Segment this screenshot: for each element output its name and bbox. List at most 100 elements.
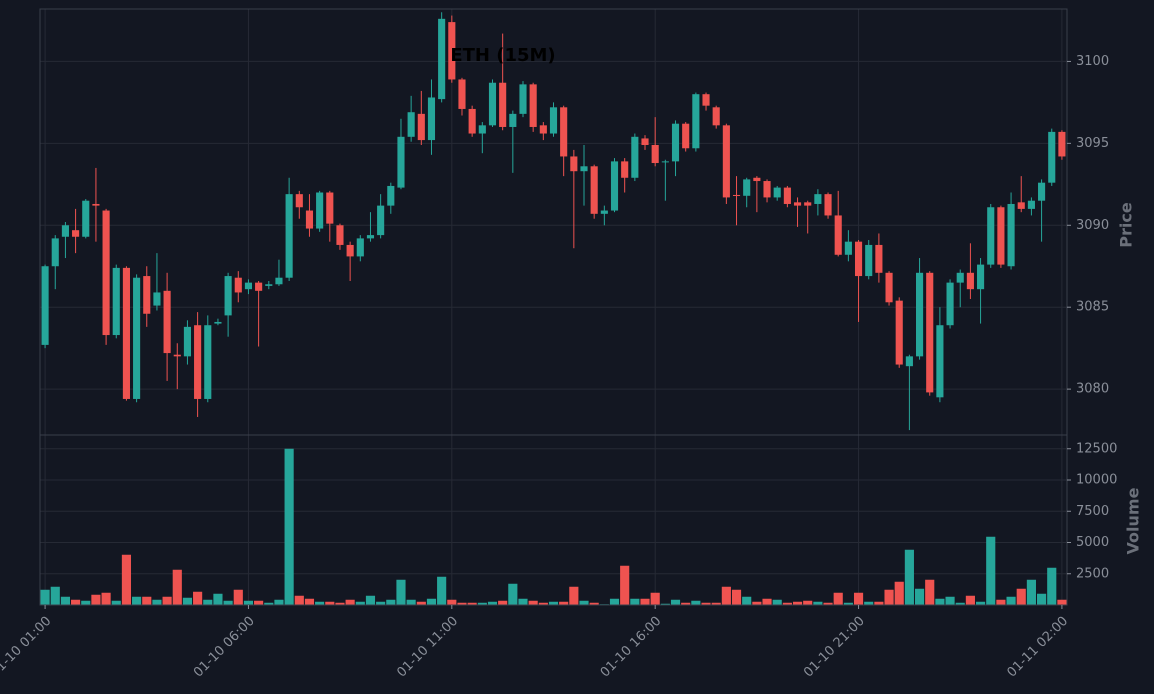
volume-bar [670, 599, 681, 605]
candle-body [804, 202, 812, 206]
candle-body [519, 84, 527, 114]
candle-body [844, 241, 852, 255]
volume-bar [975, 601, 986, 605]
volume-bar [40, 589, 50, 605]
volume-bar [60, 596, 70, 605]
volume-bar [986, 536, 996, 605]
volume-bar [345, 599, 355, 605]
candle-body [377, 205, 385, 236]
volume-bar [559, 601, 569, 605]
candle-body [305, 210, 314, 229]
candle-body [397, 136, 405, 188]
volume-bar [487, 601, 498, 605]
candle-body [173, 354, 181, 357]
candle-body [458, 79, 466, 109]
volume-bar [935, 598, 945, 605]
volume-bar [233, 589, 243, 605]
marks [40, 12, 1067, 605]
candle-body [661, 161, 669, 163]
volume-bar [914, 588, 925, 605]
volume-tick-label: 12500 [1076, 441, 1117, 456]
candle-body [753, 177, 761, 182]
volume-bar [792, 601, 803, 605]
candle-body [122, 267, 130, 399]
candle-body [997, 207, 1005, 265]
volume-tick-label: 5000 [1076, 535, 1109, 550]
candle-body [987, 207, 995, 265]
volume-bar [681, 602, 691, 605]
candle-body [977, 264, 985, 290]
volume-bar [132, 596, 142, 605]
candle-body [671, 123, 680, 162]
candle-body [407, 112, 415, 137]
volume-bar [589, 602, 599, 605]
volume-bar [447, 599, 457, 605]
candle-body [224, 276, 232, 316]
volume-bar [274, 599, 284, 605]
candle-body [133, 277, 141, 399]
candle-body [112, 267, 120, 336]
volume-bar [803, 600, 813, 605]
volume-bar [386, 599, 396, 605]
volume-bar [284, 448, 294, 605]
candle-body [183, 326, 191, 357]
y-tick-label: 3090 [1076, 218, 1109, 233]
volume-bar [609, 598, 620, 605]
candle-body [61, 225, 69, 237]
candle-body [621, 161, 629, 178]
candle-body [275, 277, 283, 285]
volume-bar [1026, 579, 1036, 605]
volume-bar [660, 603, 670, 605]
candle-body [346, 244, 354, 257]
candle-body [265, 284, 273, 286]
candle-body [285, 194, 293, 278]
volume-bar [864, 601, 874, 605]
volume-bar [355, 601, 365, 605]
candle-body [702, 94, 710, 106]
candle-body [875, 244, 883, 273]
volume-bar [731, 589, 742, 605]
candle-body [499, 82, 507, 127]
candle-body [102, 210, 110, 336]
candle-body [468, 108, 476, 134]
candle-body [712, 107, 720, 126]
volume-bar [457, 602, 467, 605]
candle-body [854, 241, 863, 277]
candle-body [722, 125, 730, 198]
volume-bar [925, 579, 935, 605]
volume-bar [81, 600, 91, 605]
volume-bar [620, 565, 630, 605]
volume-bar [965, 595, 975, 605]
candle-body [732, 194, 741, 196]
candle-body [509, 113, 517, 127]
volume-bar [833, 592, 843, 605]
candle-body [478, 125, 486, 134]
candle-body [814, 194, 822, 204]
volume-bar [477, 602, 487, 605]
candle-body [255, 282, 263, 291]
candle-body [682, 123, 690, 149]
volume-bar [121, 554, 132, 605]
volume-bar [243, 600, 254, 605]
candle-body [316, 192, 324, 229]
volume-bar [1037, 593, 1047, 605]
volume-bar [406, 599, 416, 605]
volume-bar [498, 600, 508, 605]
candle-body [153, 292, 161, 306]
candle-body [427, 97, 436, 141]
volume-bar [1006, 596, 1016, 605]
volume-bar [437, 576, 447, 605]
candle-body [417, 113, 425, 141]
candle-body [956, 272, 964, 283]
candle-body [549, 107, 558, 134]
volume-bar [813, 601, 823, 605]
volume-bar [904, 549, 914, 605]
candle-body [72, 230, 80, 237]
volume-bar [325, 601, 335, 605]
volume-bar [711, 602, 721, 605]
volume-bar [426, 598, 437, 605]
volume-frame [39, 434, 1068, 606]
candle-body [366, 235, 375, 239]
volume-bar [538, 602, 548, 605]
volume-bar [50, 586, 60, 605]
